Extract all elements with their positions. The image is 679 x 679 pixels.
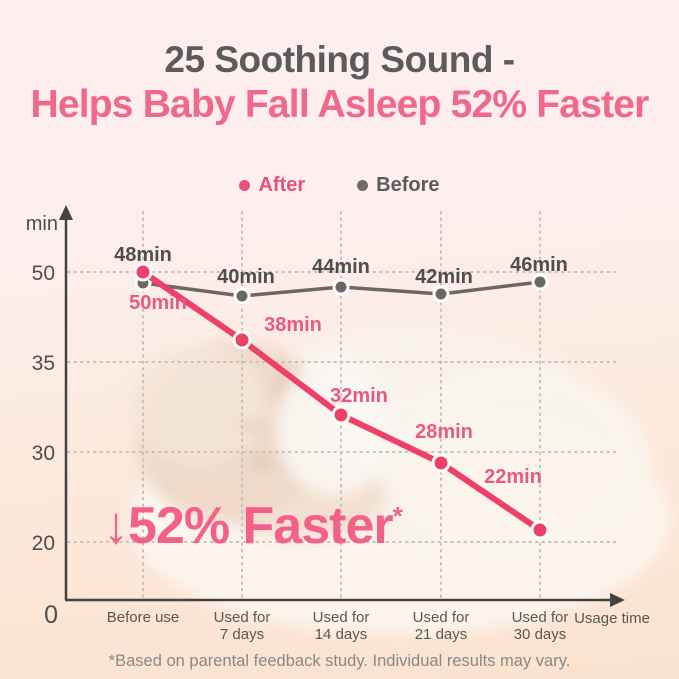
- x-axis-arrow-icon: [610, 593, 625, 607]
- legend-item-before: Before: [357, 174, 440, 197]
- page-subtitle: Helps Baby Fall Asleep 52% Faster: [30, 82, 649, 126]
- before-dot-icon: [357, 180, 369, 191]
- before-point: [332, 278, 350, 296]
- x-tick-label: Before use: [107, 609, 180, 626]
- series-layer: 48min 40min 44min 42min 46min 50min 38min 32min…: [114, 244, 568, 540]
- baby-nose: [250, 453, 276, 471]
- y-tick-label: 35: [32, 352, 55, 375]
- header: 25 Soothing Sound - Helps Baby Fall Asle…: [0, 38, 679, 128]
- after-dot-icon: [239, 180, 251, 191]
- faster-annotation: ↓52% Faster*: [103, 496, 403, 556]
- baby-head-highlight: [130, 347, 266, 463]
- chart-legend: After Before: [0, 174, 679, 197]
- footnote: *Based on parental feedback study. Indiv…: [108, 652, 571, 670]
- baby-closed-eye: [236, 419, 268, 430]
- before-point: [531, 273, 549, 291]
- after-point: [331, 405, 351, 425]
- legend-before-label: Before: [376, 174, 440, 196]
- before-point-label: 42min: [415, 266, 473, 288]
- y-tick-label: 20: [32, 532, 55, 555]
- before-point-label: 48min: [114, 244, 172, 266]
- y-tick-label: 30: [32, 442, 55, 465]
- legend-after-label: After: [258, 174, 306, 196]
- y-axis-unit-label: min: [26, 213, 58, 235]
- x-axis-title: Usage time: [574, 610, 650, 627]
- before-point: [432, 285, 450, 303]
- baby-collar: [277, 360, 393, 496]
- x-tick-label: Used for 7 days: [214, 609, 271, 643]
- x-tick-label: Used for 21 days: [413, 609, 470, 643]
- after-point: [232, 330, 252, 350]
- faster-annotation-asterisk: *: [392, 501, 403, 531]
- before-point-label: 44min: [312, 256, 370, 278]
- after-point-label: 38min: [264, 314, 322, 336]
- axes: [59, 205, 625, 607]
- page-title: 25 Soothing Sound -: [164, 39, 515, 80]
- after-point-label: 32min: [330, 385, 388, 407]
- before-point: [233, 287, 251, 305]
- x-tick-label: Used for 14 days: [313, 609, 370, 643]
- after-point-label: 50min: [129, 292, 187, 314]
- x-tick-label: Used for 30 days: [512, 609, 569, 643]
- after-point: [530, 520, 550, 540]
- after-point-label: 22min: [484, 466, 542, 488]
- after-point: [431, 453, 451, 473]
- legend-item-after: After: [239, 174, 305, 197]
- before-point-label: 46min: [510, 254, 568, 276]
- after-point-label: 28min: [415, 421, 473, 443]
- y-axis-arrow-icon: [59, 205, 73, 220]
- before-point-label: 40min: [217, 266, 275, 288]
- faster-annotation-text: ↓52% Faster: [103, 497, 394, 555]
- tick-layer: 50 35 30 20 Before use Used for 7 days Used for…: [32, 262, 569, 643]
- after-point: [133, 262, 153, 282]
- y-tick-label: 50: [32, 262, 55, 285]
- baby-hips: [390, 373, 650, 557]
- origin-label: 0: [44, 601, 58, 629]
